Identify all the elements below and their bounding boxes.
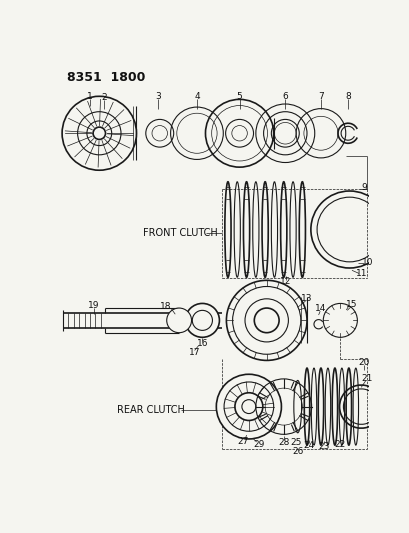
Text: 20: 20 [358, 358, 369, 367]
Text: 18: 18 [160, 302, 171, 311]
Circle shape [185, 303, 219, 337]
Text: 10: 10 [361, 258, 372, 267]
Text: 11: 11 [355, 269, 366, 278]
Text: 16: 16 [196, 339, 208, 348]
Text: 5: 5 [236, 92, 242, 101]
Text: 13: 13 [301, 294, 312, 303]
Text: 12: 12 [280, 277, 291, 286]
Text: 26: 26 [291, 447, 303, 456]
Text: 8: 8 [344, 92, 350, 101]
Text: 22: 22 [333, 440, 344, 449]
Text: 28: 28 [277, 438, 289, 447]
Text: 21: 21 [361, 374, 372, 383]
Circle shape [216, 374, 281, 439]
Text: 23: 23 [317, 442, 329, 451]
Text: 8351  1800: 8351 1800 [67, 71, 145, 84]
Text: FRONT CLUTCH: FRONT CLUTCH [142, 228, 217, 238]
Text: 29: 29 [253, 440, 264, 449]
Text: 14: 14 [315, 304, 326, 313]
Text: 9: 9 [361, 183, 366, 192]
Circle shape [166, 308, 191, 333]
Text: 27: 27 [236, 437, 248, 446]
Text: 15: 15 [345, 300, 357, 309]
Text: 17: 17 [189, 348, 200, 357]
Circle shape [226, 280, 306, 360]
Text: 7: 7 [317, 92, 323, 101]
Text: 1: 1 [87, 92, 93, 101]
Text: 24: 24 [303, 441, 314, 450]
Text: 6: 6 [282, 92, 288, 101]
Text: 4: 4 [194, 92, 199, 101]
Text: 3: 3 [155, 92, 161, 101]
Text: 25: 25 [290, 438, 301, 447]
Text: REAR CLUTCH: REAR CLUTCH [117, 406, 184, 415]
Text: 2: 2 [101, 93, 106, 102]
Text: 19: 19 [88, 301, 99, 310]
